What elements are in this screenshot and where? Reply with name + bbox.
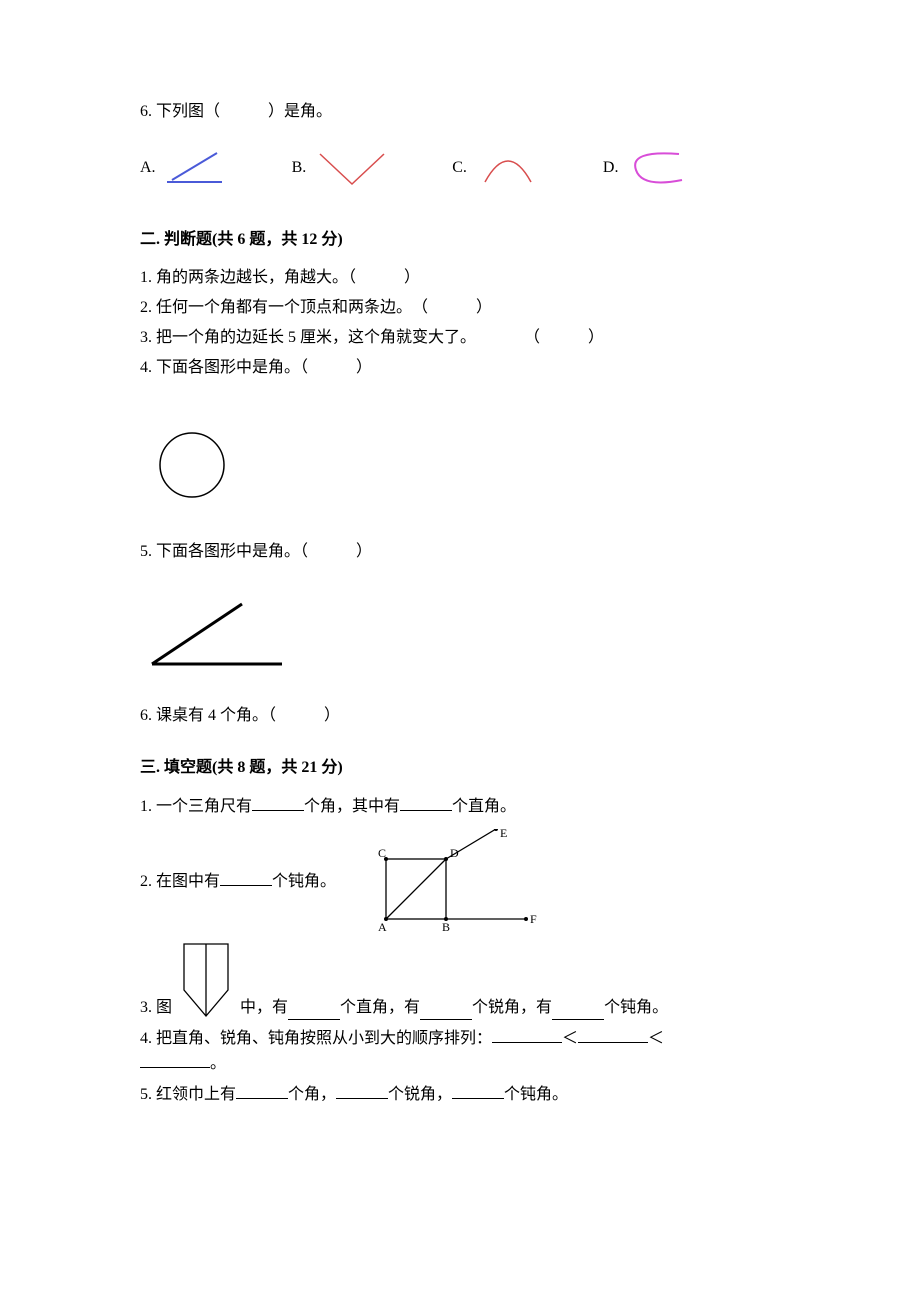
text: 5. 红领巾上有 [140, 1086, 236, 1103]
s2-q5: 5. 下面各图形中是角。（ ） [140, 540, 780, 564]
blank[interactable] [420, 1003, 472, 1020]
blank[interactable] [400, 794, 452, 811]
blank[interactable] [220, 869, 272, 886]
label-c: C [378, 846, 386, 860]
section3-title: 三. 填空题(共 8 题，共 21 分) [140, 756, 780, 780]
blank[interactable] [452, 1082, 504, 1099]
text: 个直角，有 [340, 996, 420, 1020]
text: ＜ [648, 1030, 664, 1047]
blank[interactable] [336, 1082, 388, 1099]
text: 个钝角。 [604, 996, 668, 1020]
s2-q2: 2. 任何一个角都有一个顶点和两条边。 （ ） [140, 296, 780, 320]
q6-option-d: D. [603, 148, 695, 188]
option-label: C. [452, 156, 467, 180]
label-b: B [442, 920, 450, 934]
geometry-figure: C D E A B F [356, 829, 556, 934]
v-shape-icon [312, 148, 392, 188]
circle-figure [152, 420, 780, 510]
blank[interactable] [236, 1082, 288, 1099]
s2-q1: 1. 角的两条边越长，角越大。（ ） [140, 266, 780, 290]
text: 1. 一个三角尺有 [140, 798, 252, 815]
text: 个锐角， [388, 1086, 452, 1103]
s3-q1: 1. 一个三角尺有 个角，其中有 个直角。 [140, 794, 780, 819]
text: 个角，其中有 [304, 798, 400, 815]
s3-q2: 2. 在图中有 个钝角。 C D E A B F [140, 829, 780, 934]
text: 3. 图 [140, 996, 172, 1020]
text: 个直角。 [452, 798, 516, 815]
label-d: D [450, 846, 459, 860]
blank[interactable] [492, 1026, 562, 1043]
blank[interactable] [140, 1051, 210, 1068]
s2-q6: 6. 课桌有 4 个角。（ ） [140, 704, 780, 728]
label-e: E [500, 829, 507, 840]
label-a: A [378, 920, 387, 934]
text: 个角， [288, 1086, 336, 1103]
blank[interactable] [552, 1003, 604, 1020]
text: 个锐角，有 [472, 996, 552, 1020]
angle-icon [162, 148, 232, 188]
blank[interactable] [578, 1026, 648, 1043]
blank[interactable] [288, 1003, 340, 1020]
text: 个钝角。 [272, 873, 336, 890]
text: 2. 在图中有 [140, 873, 220, 890]
s2-q4: 4. 下面各图形中是角。（ ） [140, 356, 780, 380]
s3-q3: 3. 图 中，有 个直角，有 个锐角，有 个钝角。 [140, 940, 780, 1020]
option-label: A. [140, 156, 156, 180]
section2-title: 二. 判断题(共 6 题，共 12 分) [140, 228, 780, 252]
text: 。 [210, 1055, 226, 1072]
s3-q5: 5. 红领巾上有 个角， 个锐角， 个钝角。 [140, 1082, 780, 1107]
text: ＜ [562, 1030, 578, 1047]
blank[interactable] [252, 794, 304, 811]
label-f: F [530, 912, 537, 926]
option-label: D. [603, 156, 619, 180]
pentagon-figure [176, 940, 236, 1020]
text: 中，有 [240, 996, 288, 1020]
q6-option-c: C. [452, 148, 543, 188]
q6-options: A. B. C. D. [140, 148, 780, 188]
s2-q3: 3. 把一个角的边延长 5 厘米，这个角就变大了。 （ ） [140, 326, 780, 350]
option-label: B. [292, 156, 307, 180]
text: 4. 把直角、锐角、钝角按照从小到大的顺序排列： [140, 1030, 492, 1047]
arc-icon [473, 148, 543, 188]
curve-icon [624, 148, 694, 188]
q6-option-b: B. [292, 148, 393, 188]
q6-option-a: A. [140, 148, 232, 188]
angle-figure [142, 594, 780, 674]
text: 个钝角。 [504, 1086, 568, 1103]
s3-q4: 4. 把直角、锐角、钝角按照从小到大的顺序排列： ＜ ＜ 。 [140, 1026, 780, 1076]
q6-text: 6. 下列图（ ）是角。 [140, 100, 780, 124]
